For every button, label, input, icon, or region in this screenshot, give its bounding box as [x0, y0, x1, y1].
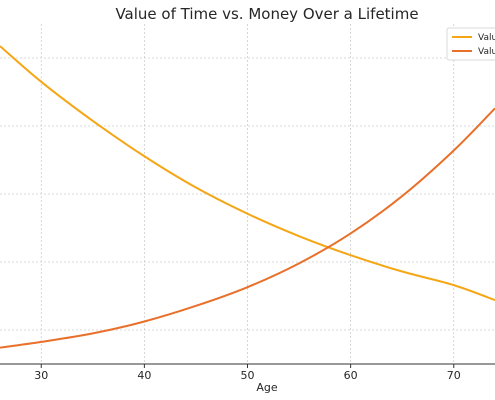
x-tick-label: 40 — [137, 369, 151, 382]
series-line-2 — [0, 107, 495, 349]
x-ticks: 30 40 50 60 70 — [34, 364, 461, 382]
x-axis-label: Age — [256, 381, 278, 394]
legend: Valu Valu — [446, 27, 495, 61]
series-group — [0, 45, 495, 349]
chart-title: Value of Time vs. Money Over a Lifetime — [115, 5, 418, 23]
grid — [0, 24, 495, 364]
series-line-1 — [0, 45, 495, 302]
legend-label-2: Valu — [478, 47, 495, 57]
legend-label-1: Valu — [478, 33, 495, 43]
x-tick-label: 70 — [447, 369, 461, 382]
x-tick-label: 50 — [241, 369, 255, 382]
x-tick-label: 30 — [34, 369, 48, 382]
x-tick-label: 60 — [344, 369, 358, 382]
